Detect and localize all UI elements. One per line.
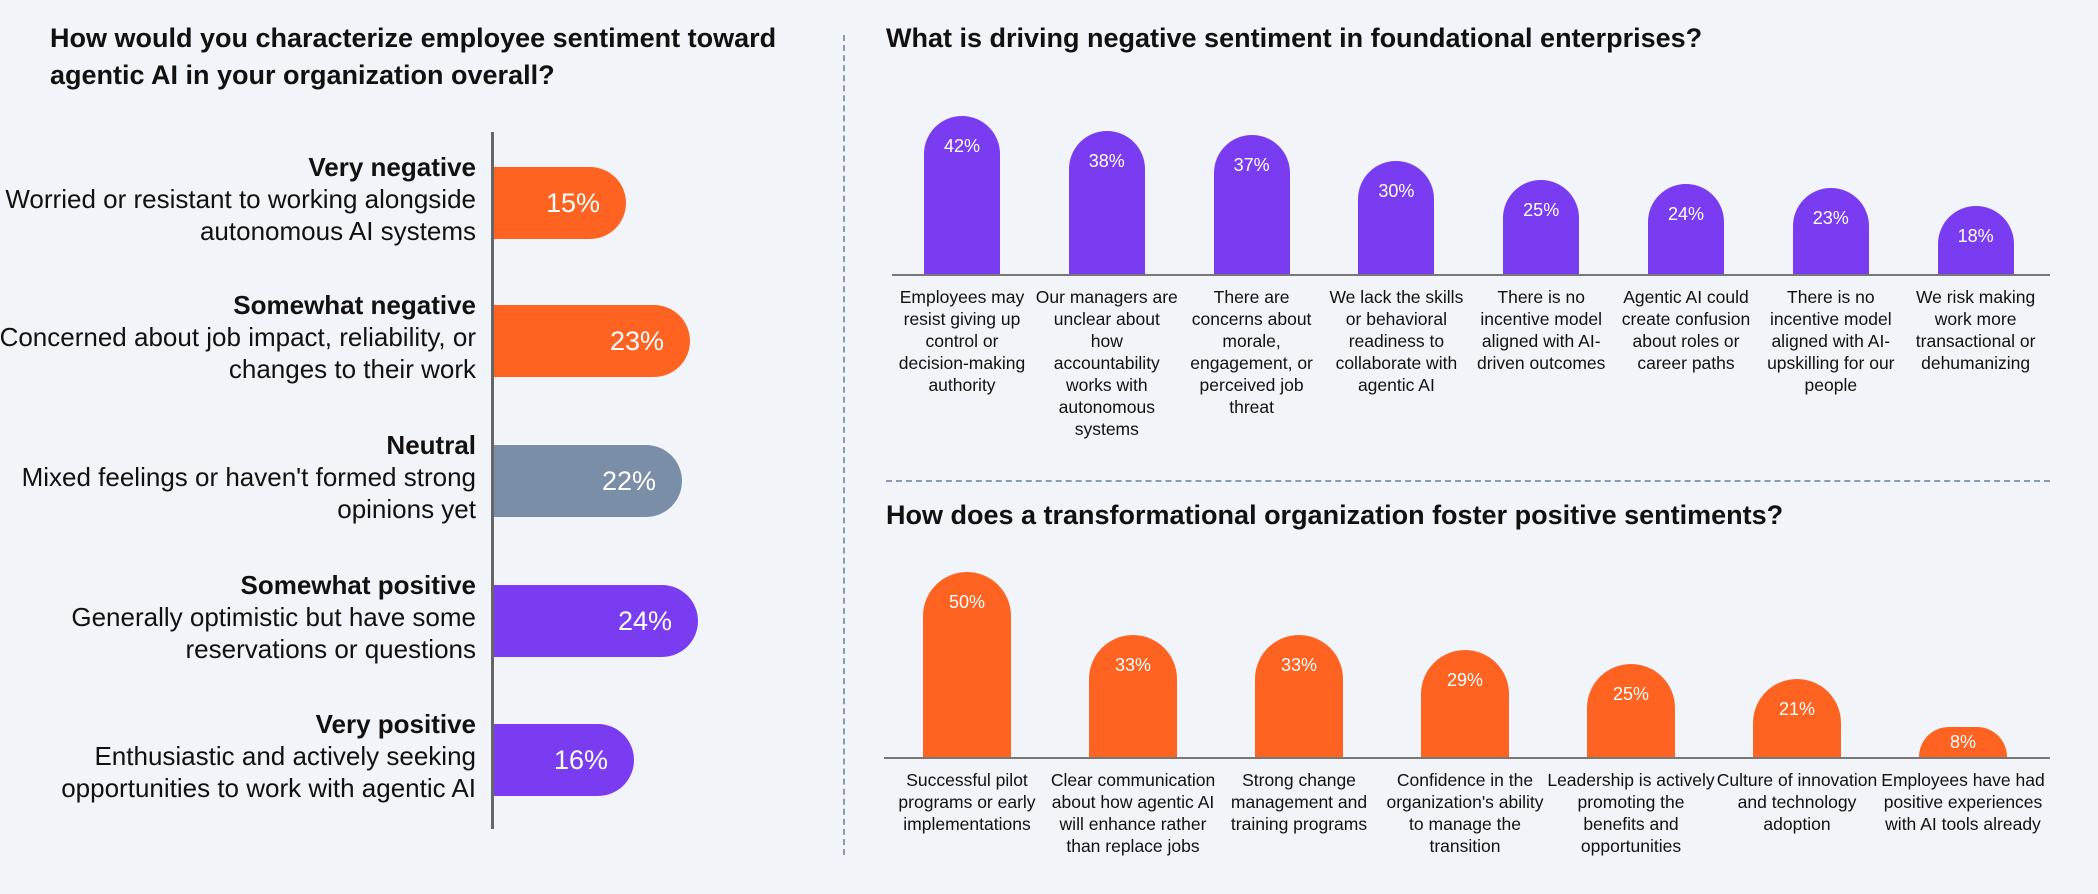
bottom_chart-value-label: 29% [1446,670,1484,690]
bottom_chart-value-label: 33% [1114,655,1152,675]
top_chart-value-label: 23% [1812,208,1849,228]
top_chart-category-label: We risk making work more transactional o… [1915,287,2036,373]
top_chart-value-label: 18% [1957,226,1994,246]
sentiment-value-label: 16% [553,744,608,775]
top_chart-category-label: Our managers are unclear about how accou… [1035,287,1178,439]
sentiment-label: Very negative Worried or resistant to wor… [0,151,476,247]
top_chart-category-label: Employees may resist giving up control o… [898,287,1026,395]
sentiment-bar: 24% [494,585,698,657]
horizontal-divider [886,480,2050,482]
bottom_chart-bar: 33% [1089,635,1177,757]
sentiment-category: Neutral [386,430,476,460]
bottom_chart-category-label: Strong change management and training pr… [1230,770,1368,834]
top_chart-bar: 30% [1358,161,1435,274]
sentiment-bar: 15% [494,167,626,239]
top_chart-bar: 18% [1937,206,2014,274]
bottom_chart-category-label: Clear communication about how agentic AI… [1050,770,1216,856]
top_chart-category-label: We lack the skills or behavioral readine… [1329,287,1464,395]
top_chart-bar: 25% [1503,180,1580,274]
sentiment-description: Mixed feelings or haven't formed strong … [21,462,476,524]
top_chart-category-label: There is no incentive model aligned with… [1767,287,1895,395]
sentiment-bar: 16% [494,724,634,796]
sentiment-label: Neutral Mixed feelings or haven't formed … [0,429,476,525]
bottom_chart-bar: 21% [1753,679,1841,757]
sentiment-label: Somewhat positive Generally optimistic bu… [0,569,476,665]
top_chart-value-label: 24% [1667,204,1705,224]
bottom_chart-bar: 8% [1919,727,2007,757]
top_chart-bar: 23% [1792,188,1869,274]
top_chart-bar: 24% [1648,184,1724,274]
sentiment-category: Very negative [308,152,476,182]
left-chart-title: How would you characterize employee sent… [50,23,777,90]
sentiment-bar: 22% [494,445,682,517]
sentiment-category: Very positive [315,709,476,739]
bottom_chart-category-label: Confidence in the organization's ability… [1386,770,1544,856]
bottom_chart-value-label: 50% [948,592,986,612]
top_chart-value-label: 30% [1378,181,1415,201]
top_chart-bar: 38% [1068,131,1145,274]
bottom_chart-bar: 25% [1587,664,1675,757]
sentiment-description: Generally optimistic but have some reser… [71,602,476,664]
top_chart-category-label: There are concerns about morale, engagem… [1190,287,1313,417]
bottom_chart-value-label: 8% [1949,731,1976,752]
bottom_chart-value-label: 25% [1612,684,1650,704]
sentiment-description: Concerned about job impact, reliability,… [0,322,476,384]
top_chart-value-label: 37% [1233,155,1270,175]
bottom-chart-title: How does a transformational organization… [886,500,1784,530]
sentiment-description: Worried or resistant to working alongsid… [5,184,476,246]
top_chart-value-label: 38% [1088,151,1125,171]
top_chart-category-label: Agentic AI could create confusion about … [1621,287,1751,373]
top_chart-baseline [892,274,2050,276]
sentiment-value-label: 22% [601,465,656,496]
bottom_chart-bar: 50% [923,572,1011,757]
sentiment-label: Very positive Enthusiastic and actively s… [0,708,476,804]
sentiment-category: Somewhat positive [240,570,477,600]
sentiment-label: Somewhat negative Concerned about job imp… [0,289,476,385]
bottom_chart-value-label: 33% [1280,655,1318,675]
top_chart-bar: 42% [924,116,1000,274]
bottom_chart-bar: 33% [1255,635,1343,757]
sentiment-description: Enthusiastic and actively seeking opport… [61,741,476,803]
bottom_chart-category-label: Leadership is actively promoting the ben… [1547,770,1715,856]
top-chart-title: What is driving negative sentiment in fo… [886,23,1703,53]
bottom_chart-baseline [884,757,2050,759]
left-chart-axis [491,132,494,829]
top_chart-value-label: 25% [1523,200,1560,220]
sentiment-bar: 23% [494,305,690,377]
bottom_chart-value-label: 21% [1778,699,1816,719]
sentiment-value-label: 23% [609,325,664,356]
bottom_chart-category-label: Successful pilot programs or early imple… [898,770,1036,834]
bottom_chart-category-label: Employees have had positive experiences … [1881,770,2045,834]
bottom_chart-category-label: Culture of innovation and technology ado… [1716,770,1878,834]
sentiment-value-label: 24% [617,605,672,636]
top_chart-category-label: There is no incentive model aligned with… [1476,287,1606,373]
sentiment-value-label: 15% [545,187,600,218]
bottom_chart-bar: 29% [1421,650,1509,757]
top_chart-value-label: 42% [943,136,981,156]
top_chart-bar: 37% [1213,135,1290,274]
vertical-divider [843,35,845,855]
sentiment-category: Somewhat negative [233,290,476,320]
